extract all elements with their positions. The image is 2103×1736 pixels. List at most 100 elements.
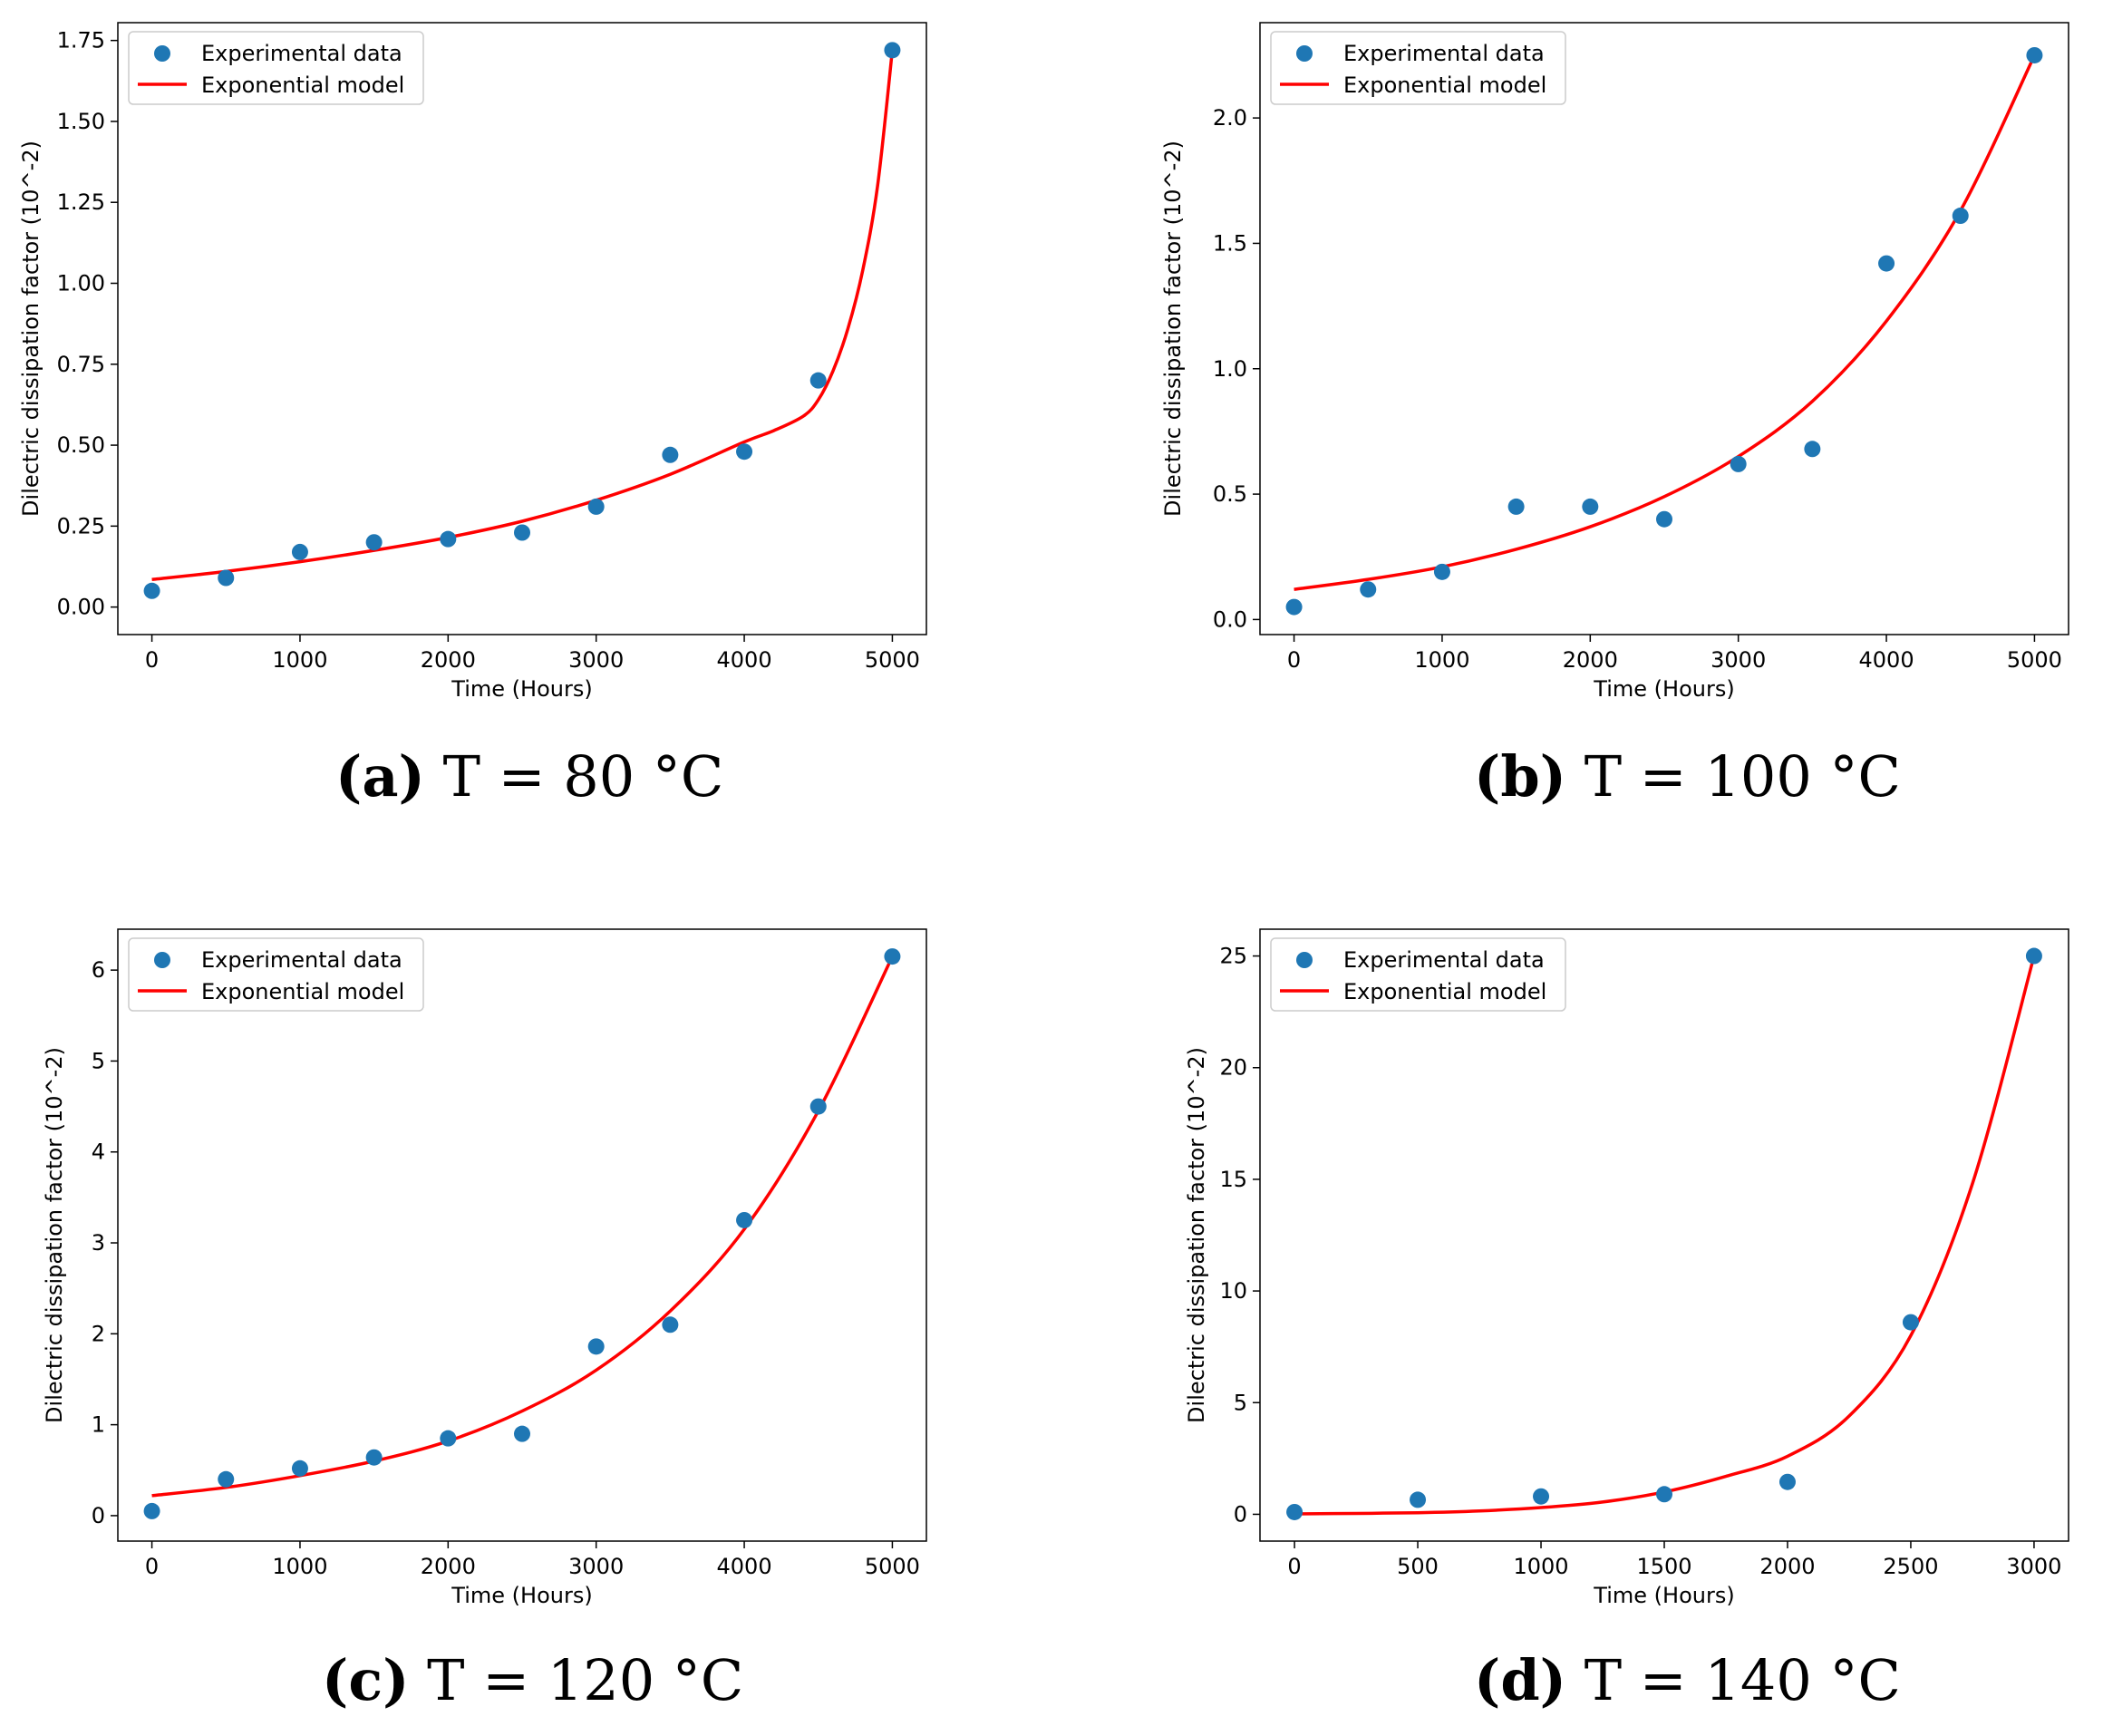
chart-b-y-tick-label: 2.0 [1213,105,1247,131]
chart-panel-a: 0 1000 2000 3000 4000 5000 0.00 0.25 0.50 0.75 1.0… [0,0,1052,868]
chart-d-svg: 0 500 1000 1500 2000 2500 3000 0 5 10 15 20 25 Time (… [1184,928,2069,1608]
caption-c-letter: (c) [322,1647,410,1713]
chart-c-x-tick-label: 1000 [272,1554,327,1579]
chart-b-data-point [1730,455,1747,472]
chart-c-data-point [514,1425,530,1442]
chart-d-x-tick-label: 3000 [2006,1554,2061,1579]
chart-b-legend [1270,31,1566,105]
chart-d-x-axis-label: Time (Hours) [1593,1583,1734,1608]
chart-a-data-point [662,446,679,463]
chart-d-legend-label-data: Experimental data [1343,947,1545,973]
chart-a-y-tick-label: 0.75 [57,352,105,377]
chart-panel-c: 0 1000 2000 3000 4000 5000 0 1 2 3 4 5 6 Time (Hours)… [0,868,1052,1736]
chart-a-legend-marker-data [154,45,170,62]
chart-b-x-tick-label: 4000 [1859,647,1914,673]
chart-d-data-point [1533,1488,1550,1505]
chart-c-legend [128,937,424,1012]
caption-c: (c) T = 120 °C [322,1647,743,1713]
chart-d-data-point [2025,947,2042,965]
caption-b-text: T = 100 °C [1584,743,1901,810]
chart-c-x-tick-label: 0 [145,1554,159,1579]
chart-b-y-axis-label: Dilectric dissipation factor (10^-2) [1160,141,1186,517]
chart-c-legend-label-model: Exponential model [201,979,404,1004]
chart-b-y-tick-label: 0.5 [1213,481,1247,507]
chart-b-legend-label-data: Experimental data [1343,41,1545,66]
chart-a-plot-frame [117,22,927,635]
chart-a-y-tick-label: 0.00 [57,595,105,620]
chart-d-x-tick-label: 500 [1397,1554,1439,1579]
chart-b-x-axis-label: Time (Hours) [1593,676,1734,702]
chart-a-y-tick-label: 1.75 [57,28,105,53]
chart-c-data-point [809,1098,827,1115]
chart-c-data-point [662,1316,679,1334]
chart-b-x-tick-label: 3000 [1711,647,1766,673]
chart-b-data-point [1952,208,1969,225]
chart-d-x-tick-label: 0 [1287,1554,1301,1579]
chart-panel-d: 0 500 1000 1500 2000 2500 3000 0 5 10 15 20 25 Time (… [1052,868,2103,1736]
chart-a-y-axis-label: Dilectric dissipation factor (10^-2) [18,141,44,517]
chart-a-model-line [151,50,895,582]
chart-b-data-point [1360,581,1377,598]
chart-a-y-tick-label: 0.25 [57,513,105,538]
chart-a-data-point [884,42,901,59]
chart-b-data-point [1656,510,1672,528]
chart-c-data-point [143,1502,160,1519]
chart-c-y-tick-label: 2 [92,1321,105,1346]
chart-c-plot-frame [117,928,927,1542]
chart-a-y-tick-label: 1.00 [57,271,105,296]
chart-c-data-point [440,1430,457,1447]
chart-b-data-point [1582,498,1599,515]
chart-a-x-tick-label: 1000 [272,647,327,673]
chart-c-x-tick-label: 2000 [421,1554,476,1579]
chart-d-y-axis-label: Dilectric dissipation factor (10^-2) [1184,1047,1209,1423]
chart-c-x-tick-label: 3000 [568,1554,624,1579]
chart-b-data-point [2026,46,2043,63]
chart-a-legend-label-data: Experimental data [201,41,402,66]
caption-b-letter: (b) [1474,743,1567,810]
chart-a-y-tick-label: 1.25 [57,189,105,215]
chart-a-x-tick-label: 4000 [717,647,772,673]
chart-d-data-point [1410,1491,1427,1508]
chart-d-data-point [1286,1503,1303,1520]
chart-a-x-tick-label: 2000 [421,647,476,673]
caption-d-text: T = 140 °C [1584,1647,1901,1713]
chart-a-data-point [143,582,160,599]
chart-a-x-tick-label: 5000 [865,647,920,673]
chart-b-legend-marker-data [1296,45,1313,62]
caption-d: (d) T = 140 °C [1474,1647,1901,1713]
chart-a-y-tick-label: 0.50 [57,432,105,458]
caption-c-text: T = 120 °C [427,1647,744,1713]
chart-d-legend-label-model: Exponential model [1343,979,1546,1004]
chart-c-legend-marker-data [154,952,170,968]
chart-c-data-point [736,1211,753,1228]
chart-d-data-point [1778,1473,1796,1490]
caption-a: (a) T = 80 °C [335,743,723,810]
caption-b: (b) T = 100 °C [1474,743,1901,810]
chart-b-y-tick-label: 1.5 [1213,230,1247,256]
chart-b-svg: 0 1000 2000 3000 4000 5000 0.0 0.5 1.0 1.5 2.0 Time… [1160,22,2069,702]
chart-a-x-axis-label: Time (Hours) [451,676,592,702]
chart-d-x-tick-label: 1500 [1636,1554,1691,1579]
chart-panel-b: 0 1000 2000 3000 4000 5000 0.0 0.5 1.0 1.5 2.0 Time… [1052,0,2103,868]
chart-c-model-line [151,955,895,1498]
chart-c-data-point [291,1460,308,1477]
chart-c-data-point [884,948,901,965]
chart-d-y-tick-label: 10 [1219,1278,1247,1304]
chart-d-data-point [1656,1486,1672,1503]
chart-a-legend [128,31,424,105]
chart-c-x-tick-label: 5000 [865,1554,920,1579]
chart-b-data-point [1878,255,1895,272]
chart-a-data-point [736,443,753,461]
caption-d-letter: (d) [1474,1647,1567,1713]
chart-c-y-tick-label: 4 [92,1140,105,1165]
chart-d-model-line [1294,955,2036,1516]
chart-a-x-tick-label: 0 [145,647,159,673]
chart-d-y-tick-label: 25 [1219,944,1247,969]
chart-c-y-tick-label: 0 [92,1503,105,1528]
chart-a-data-point [514,524,530,541]
chart-c-data-point [365,1449,383,1466]
chart-b-data-point [1433,563,1450,580]
chart-b-x-tick-label: 5000 [2007,647,2062,673]
chart-b-x-tick-label: 0 [1287,647,1301,673]
chart-b-data-point [1804,441,1821,458]
